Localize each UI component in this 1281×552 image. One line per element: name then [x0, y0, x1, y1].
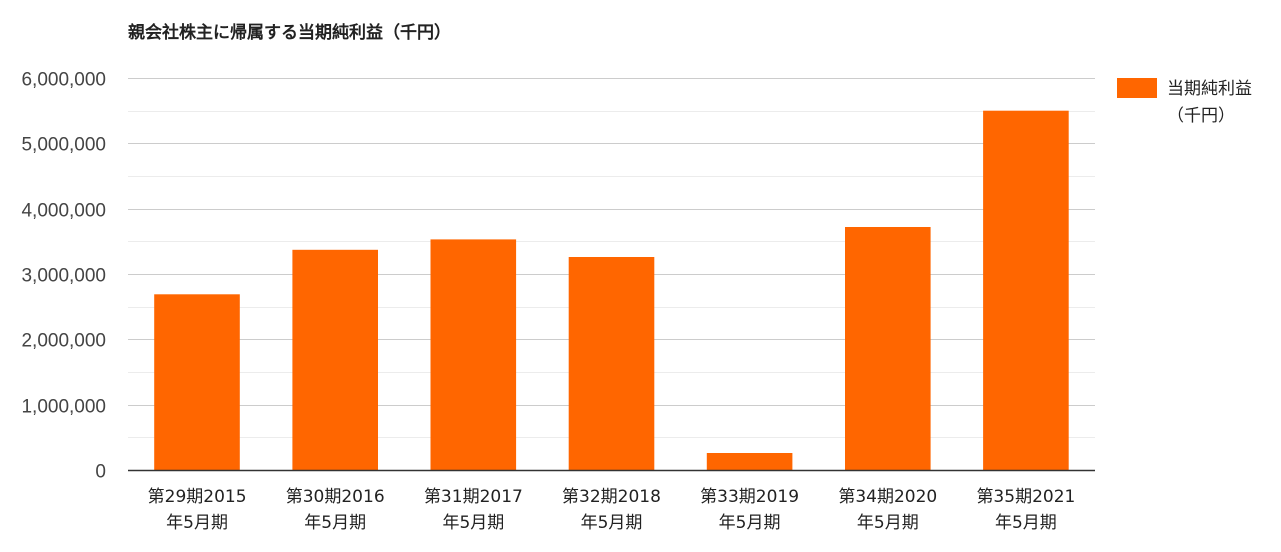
chart-title: 親会社株主に帰属する当期純利益（千円）	[128, 22, 451, 43]
bar	[568, 257, 655, 470]
legend: 当期純利益 （千円）	[1117, 78, 1252, 126]
x-axis: 第29期2015 年5月期 第30期2016 年5月期 第31期2017 年5月期 第32期…	[148, 487, 1076, 533]
x-tick-label: 年5月期	[304, 513, 366, 533]
legend-swatch	[1117, 78, 1157, 98]
y-tick-label: 1,000,000	[21, 397, 106, 418]
x-tick-label: 第30期2016	[286, 487, 385, 507]
x-tick-label: 第33期2019	[700, 487, 799, 507]
y-tick-label: 5,000,000	[21, 135, 106, 156]
y-tick-label: 2,000,000	[21, 331, 106, 352]
y-tick-label: 0	[95, 462, 106, 483]
y-axis: 0 1,000,000 2,000,000 3,000,000 4,000,000 5,0…	[21, 70, 106, 483]
legend-label-line-2: （千円）	[1167, 106, 1235, 126]
x-tick-label: 第29期2015	[148, 487, 247, 507]
bar	[706, 453, 793, 470]
bar	[845, 227, 931, 470]
bar	[430, 239, 517, 470]
x-tick-label: 年5月期	[719, 513, 781, 533]
y-tick-label: 6,000,000	[21, 70, 106, 91]
x-tick-label: 第32期2018	[562, 487, 661, 507]
bars	[154, 110, 1069, 470]
bar	[983, 110, 1069, 470]
x-tick-label: 第31期2017	[424, 487, 523, 507]
x-tick-label: 第35期2021	[976, 487, 1075, 507]
x-tick-label: 年5月期	[581, 513, 643, 533]
bar	[292, 249, 378, 470]
x-tick-label: 年5月期	[995, 513, 1057, 533]
x-tick-label: 年5月期	[442, 513, 504, 533]
y-tick-label: 4,000,000	[21, 201, 106, 222]
x-tick-label: 年5月期	[857, 513, 919, 533]
y-tick-label: 3,000,000	[21, 266, 106, 287]
x-tick-label: 第34期2020	[838, 487, 937, 507]
bar	[154, 294, 240, 470]
legend-label-line-1: 当期純利益	[1167, 79, 1252, 99]
x-tick-label: 年5月期	[166, 513, 228, 533]
